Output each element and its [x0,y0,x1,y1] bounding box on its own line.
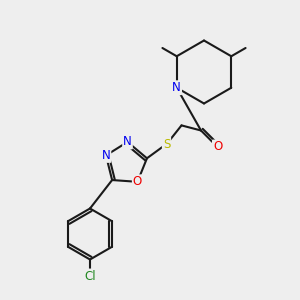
Text: S: S [163,137,170,151]
Text: O: O [133,175,142,188]
Text: N: N [102,149,110,162]
Text: Cl: Cl [84,269,96,283]
Text: O: O [213,140,222,154]
Text: N: N [123,136,132,148]
Text: N: N [172,81,181,94]
